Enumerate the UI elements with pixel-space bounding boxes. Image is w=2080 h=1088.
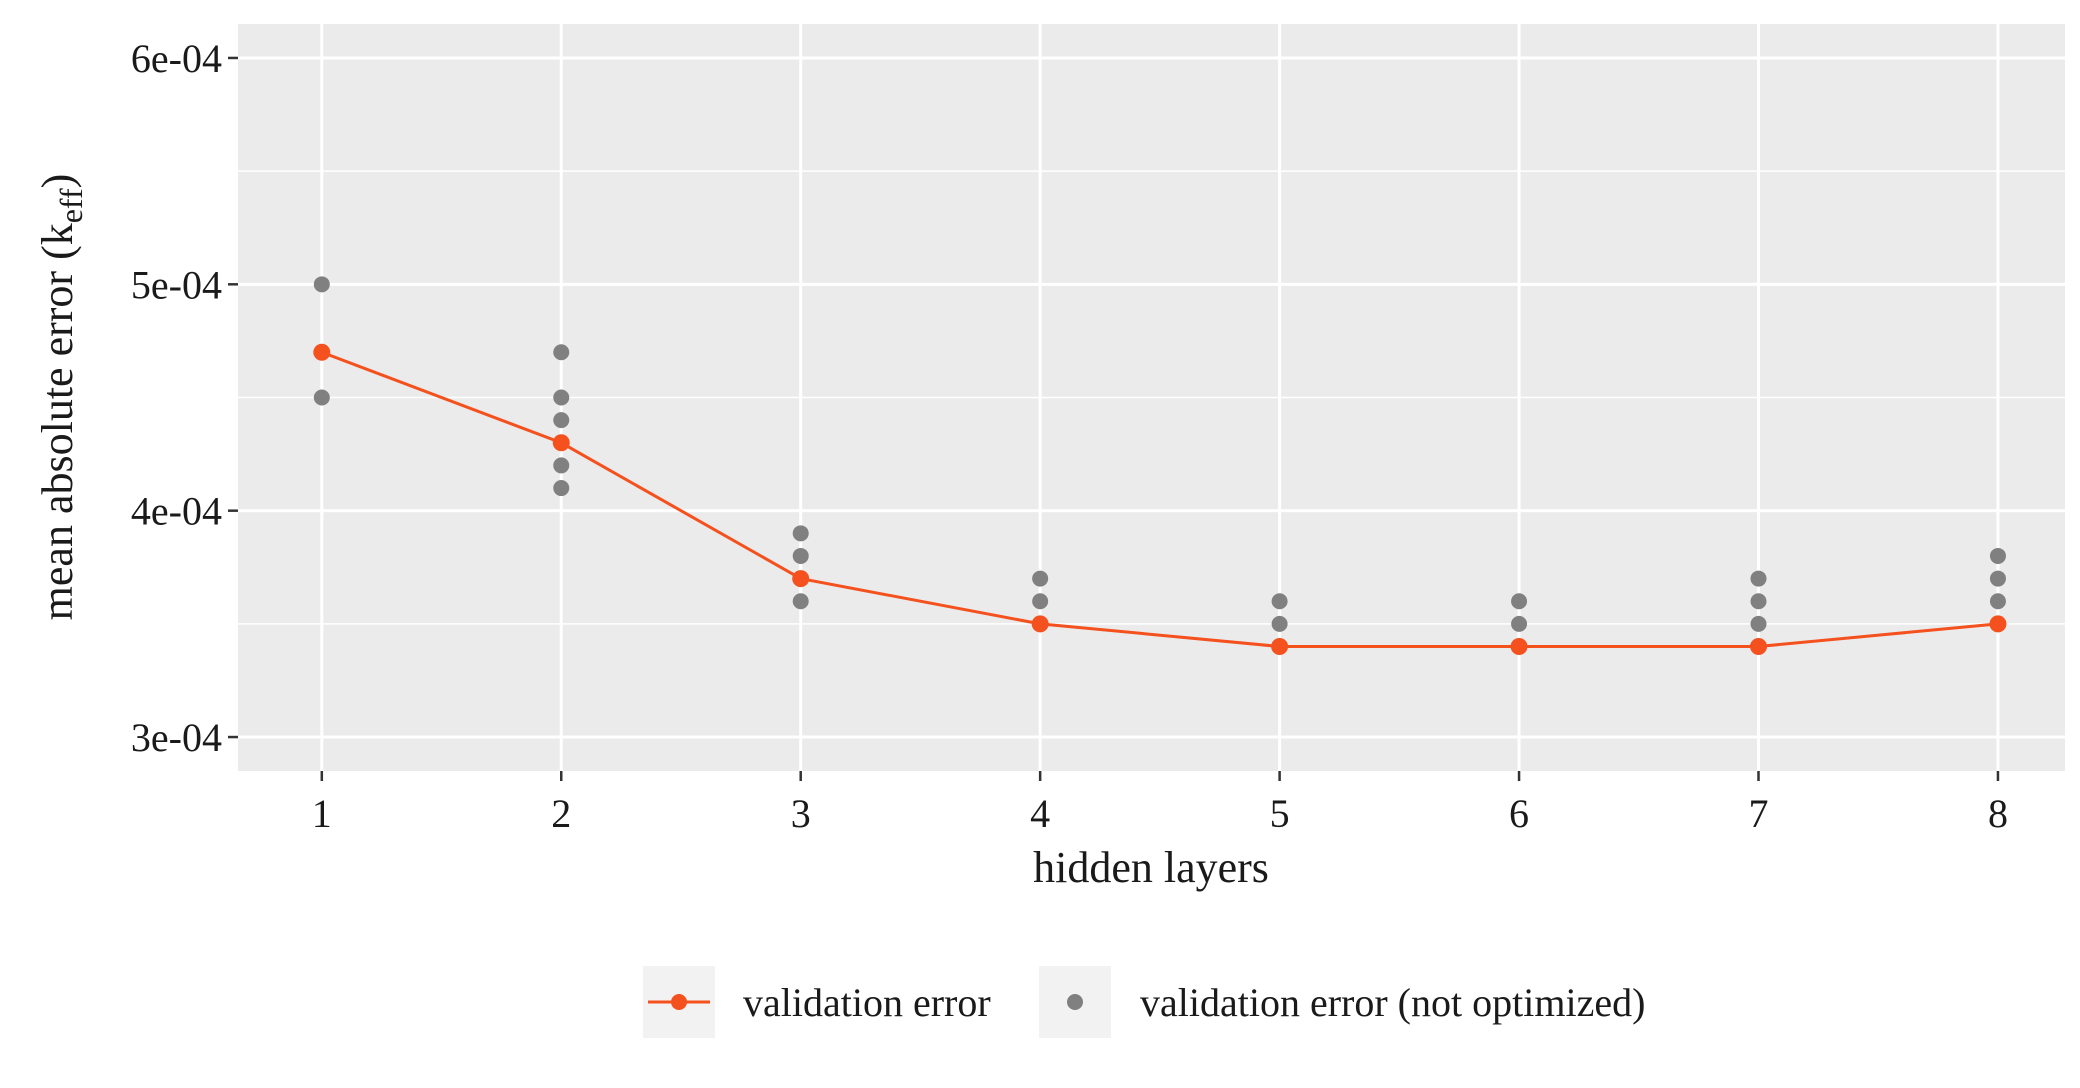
x-tick-label: 7 — [1749, 791, 1769, 836]
x-tick-label: 4 — [1030, 791, 1050, 836]
point-validation-error — [1989, 615, 2007, 633]
point-validation-error — [1031, 615, 1049, 633]
point-not-optimized — [1750, 615, 1767, 632]
point-not-optimized — [553, 344, 570, 361]
series-validation-error — [313, 343, 2007, 655]
grid-major — [238, 24, 2065, 771]
x-tick-label: 5 — [1270, 791, 1290, 836]
legend-label-validation-error: validation error — [743, 980, 991, 1025]
y-tick-label: 3e-04 — [131, 715, 222, 760]
point-not-optimized — [553, 389, 570, 406]
point-not-optimized — [1989, 570, 2006, 587]
point-not-optimized — [1989, 547, 2006, 564]
point-not-optimized — [1032, 593, 1049, 610]
x-tick-label: 3 — [791, 791, 811, 836]
y-tick-label: 5e-04 — [131, 262, 222, 307]
point-validation-error — [552, 434, 570, 452]
point-validation-error — [1750, 638, 1768, 655]
y-axis-title: mean absolute error (keff) — [33, 174, 89, 621]
y-tick-label: 4e-04 — [131, 489, 222, 534]
point-not-optimized — [1032, 570, 1049, 587]
legend-label-not-optimized: validation error (not optimized) — [1140, 980, 1645, 1025]
x-tick-label: 2 — [551, 791, 571, 836]
y-axis-title-subscript: eff — [53, 188, 89, 223]
x-axis-title: hidden layers — [1033, 843, 1269, 892]
y-axis: 3e-04 4e-04 5e-04 6e-04 — [131, 36, 238, 760]
point-not-optimized — [553, 480, 570, 497]
point-validation-error — [1510, 638, 1528, 655]
x-axis: 1 2 3 4 5 6 7 8 — [312, 771, 2008, 836]
point-not-optimized — [553, 457, 570, 474]
legend-point-validation-error — [671, 994, 687, 1010]
legend: validation error validation error (not o… — [643, 966, 1645, 1038]
point-not-optimized — [1750, 593, 1767, 610]
point-not-optimized — [1750, 570, 1767, 587]
point-not-optimized — [1989, 593, 2006, 610]
point-validation-error — [313, 343, 331, 361]
x-tick-label: 1 — [312, 791, 332, 836]
point-not-optimized — [1511, 593, 1528, 610]
legend-point-not-optimized — [1067, 994, 1083, 1010]
line-validation-error — [321, 350, 1999, 648]
point-validation-error — [1271, 638, 1289, 655]
point-not-optimized — [1271, 615, 1288, 632]
point-not-optimized — [1511, 615, 1528, 632]
series-not-optimized — [313, 276, 2006, 632]
point-not-optimized — [553, 412, 570, 429]
point-not-optimized — [792, 525, 809, 542]
point-not-optimized — [792, 593, 809, 610]
point-not-optimized — [792, 547, 809, 564]
point-not-optimized — [313, 276, 330, 293]
x-tick-label: 6 — [1509, 791, 1529, 836]
y-tick-label: 6e-04 — [131, 36, 222, 81]
point-not-optimized — [1271, 593, 1288, 610]
point-not-optimized — [313, 389, 330, 406]
point-validation-error — [792, 570, 810, 588]
x-tick-label: 8 — [1988, 791, 2008, 836]
